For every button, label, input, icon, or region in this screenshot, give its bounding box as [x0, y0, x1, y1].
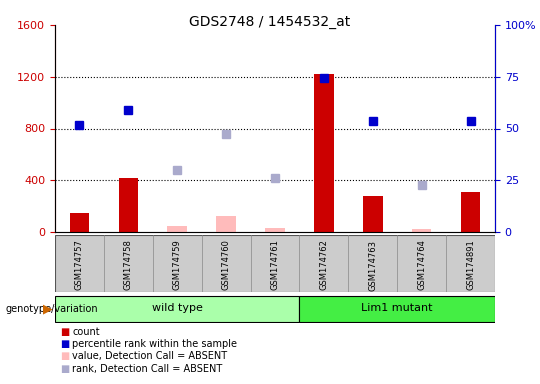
Text: GSM174758: GSM174758 — [124, 240, 133, 290]
Text: GSM174762: GSM174762 — [319, 240, 328, 290]
Text: Lim1 mutant: Lim1 mutant — [361, 303, 433, 313]
Text: GSM174757: GSM174757 — [75, 240, 84, 290]
Text: GSM174759: GSM174759 — [173, 240, 182, 290]
Text: GSM174760: GSM174760 — [221, 240, 231, 290]
Text: count: count — [72, 327, 100, 337]
Text: ▶: ▶ — [43, 303, 52, 316]
Text: GSM174891: GSM174891 — [466, 240, 475, 290]
Bar — [70, 213, 89, 232]
Text: ■: ■ — [60, 339, 70, 349]
Bar — [167, 225, 187, 232]
Text: genotype/variation: genotype/variation — [5, 304, 98, 314]
Text: percentile rank within the sample: percentile rank within the sample — [72, 339, 237, 349]
Bar — [119, 178, 138, 232]
Text: wild type: wild type — [152, 303, 202, 313]
Bar — [461, 192, 481, 232]
Bar — [314, 74, 334, 232]
Text: value, Detection Call = ABSENT: value, Detection Call = ABSENT — [72, 351, 227, 361]
Bar — [265, 228, 285, 232]
Bar — [363, 196, 382, 232]
Bar — [300, 296, 495, 322]
Text: ■: ■ — [60, 351, 70, 361]
Text: GDS2748 / 1454532_at: GDS2748 / 1454532_at — [190, 15, 350, 29]
Bar — [217, 217, 236, 232]
Text: GSM174763: GSM174763 — [368, 240, 377, 291]
Bar — [55, 296, 300, 322]
Text: rank, Detection Call = ABSENT: rank, Detection Call = ABSENT — [72, 364, 222, 374]
Bar — [412, 229, 431, 232]
Text: ■: ■ — [60, 364, 70, 374]
Text: GSM174764: GSM174764 — [417, 240, 426, 290]
Text: ■: ■ — [60, 327, 70, 337]
Text: GSM174761: GSM174761 — [271, 240, 280, 290]
